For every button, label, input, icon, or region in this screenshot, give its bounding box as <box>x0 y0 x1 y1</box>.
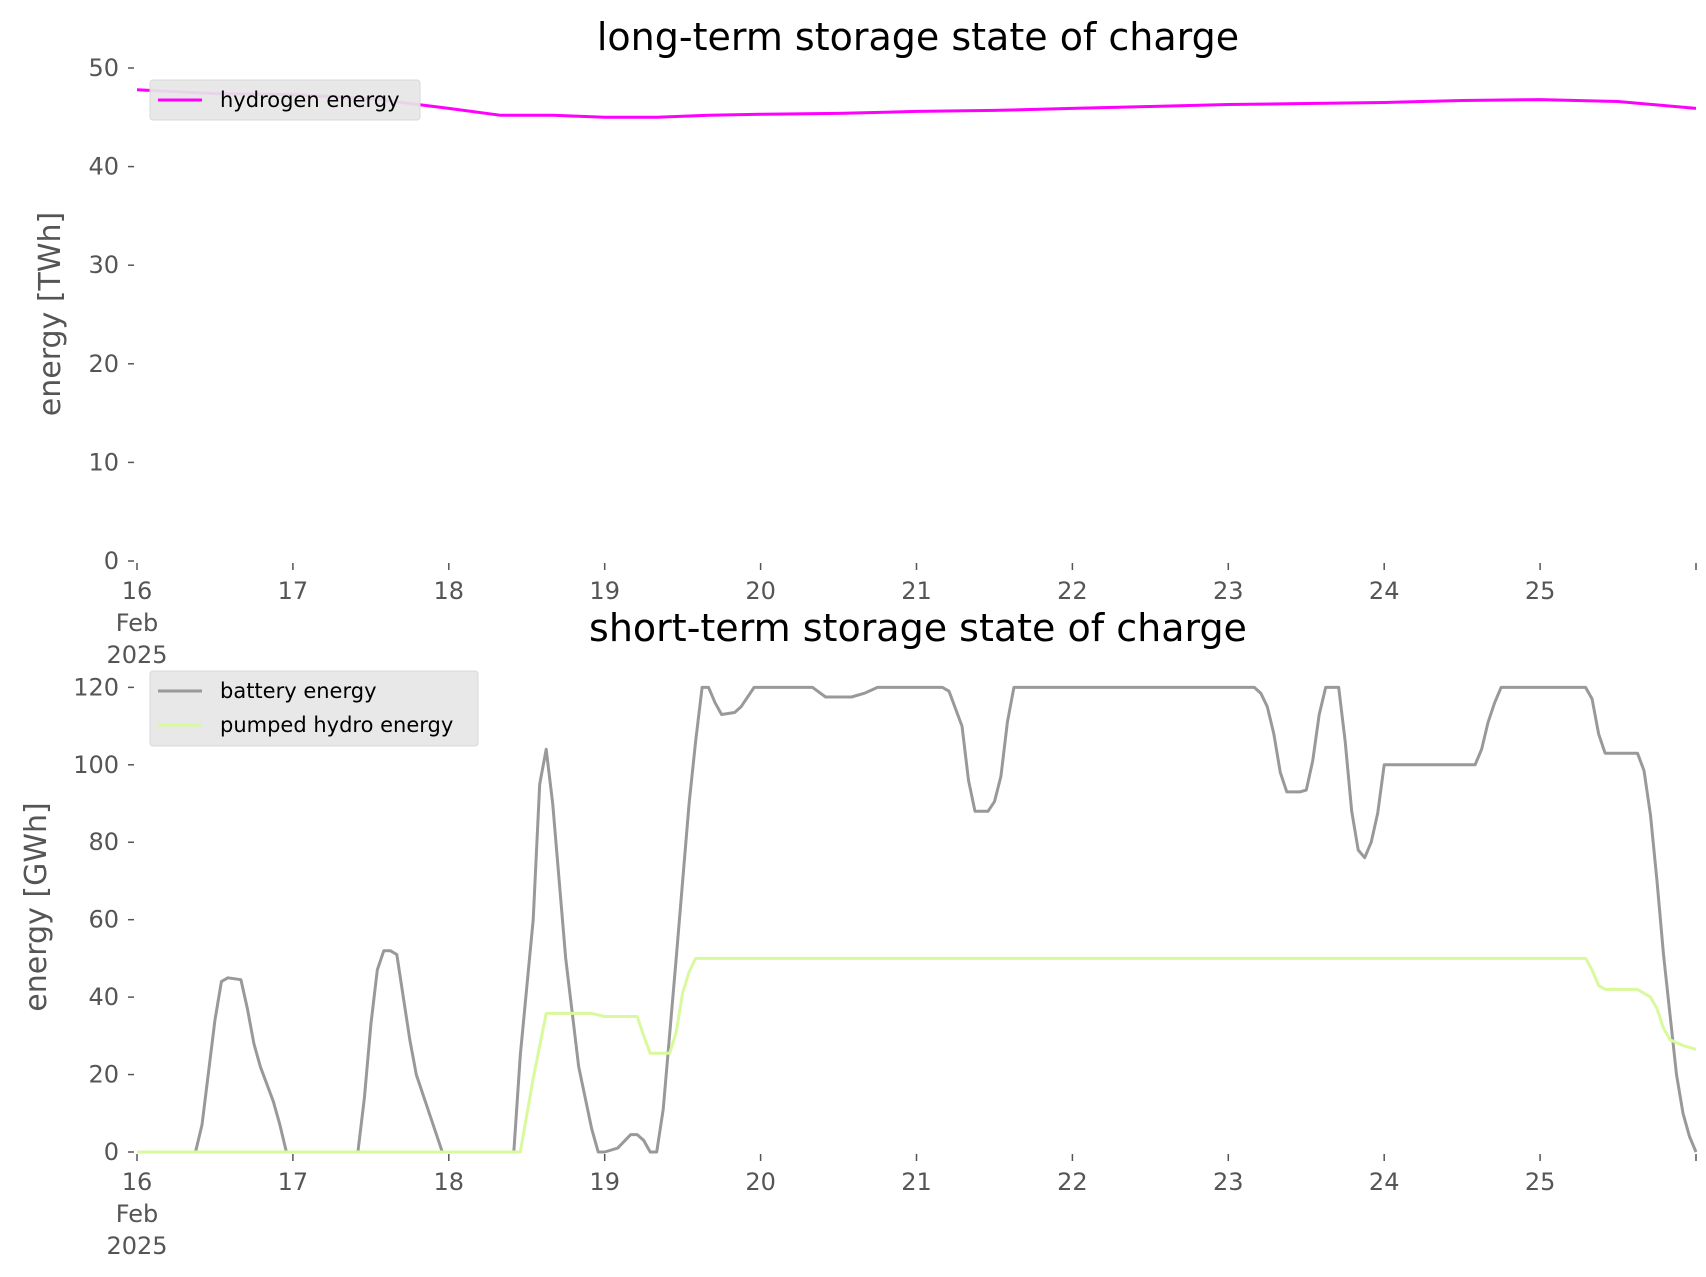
legend-box <box>149 79 421 121</box>
x-tick-label: 16 <box>122 1168 153 1196</box>
y-tick-label: 60 <box>88 906 119 934</box>
x-tick-label: 23 <box>1213 1168 1244 1196</box>
legend-label: battery energy <box>220 679 377 703</box>
y-tick-label: 40 <box>88 983 119 1011</box>
long-term-storage-chart: long-term storage state of charge energy… <box>33 15 1697 669</box>
y-axis-label: energy [GWh] <box>19 802 54 1011</box>
x-tick-label: 20 <box>745 577 776 605</box>
short-term-storage-chart: short-term storage state of charge energ… <box>19 606 1698 1260</box>
y-tick-label: 80 <box>88 828 119 856</box>
x-tick-label: 19 <box>589 577 620 605</box>
legend-box <box>149 670 479 747</box>
x-tick-label: 19 <box>589 1168 620 1196</box>
y-tick-label: 10 <box>88 448 119 476</box>
y-axis-label: energy [TWh] <box>33 212 68 416</box>
x-tick-label: 25 <box>1525 1168 1556 1196</box>
x-tick-year-label: 2025 <box>106 641 167 669</box>
series-line-0 <box>137 685 1698 1154</box>
y-tick-label: 40 <box>88 153 119 181</box>
y-tick-label: 20 <box>88 350 119 378</box>
x-tick-month-label: Feb <box>116 1200 159 1228</box>
x-tick-label: 16 <box>122 577 153 605</box>
x-tick-month-label: Feb <box>116 609 159 637</box>
x-tick-label: 23 <box>1213 577 1244 605</box>
x-tick-label: 21 <box>901 1168 932 1196</box>
x-tick-label: 17 <box>278 577 309 605</box>
x-tick-label: 20 <box>745 1168 776 1196</box>
series-line-1 <box>137 956 1697 1154</box>
series-line-0 <box>136 88 1697 119</box>
legend-label: pumped hydro energy <box>220 713 453 737</box>
x-tick-label: 18 <box>434 577 465 605</box>
chart-title: long-term storage state of charge <box>597 15 1239 59</box>
x-tick-label: 22 <box>1057 577 1088 605</box>
x-tick-label: 24 <box>1369 577 1400 605</box>
x-tick-label: 22 <box>1057 1168 1088 1196</box>
y-tick-label: 50 <box>88 54 119 82</box>
y-tick-label: 30 <box>88 251 119 279</box>
x-tick-label: 17 <box>278 1168 309 1196</box>
legend: hydrogen energy <box>149 79 421 121</box>
y-tick-label: 100 <box>73 751 119 779</box>
x-tick-label: 18 <box>434 1168 465 1196</box>
y-tick-label: 0 <box>104 547 119 575</box>
y-tick-label: 120 <box>73 673 119 701</box>
chart-title: short-term storage state of charge <box>589 606 1247 650</box>
y-tick-label: 0 <box>104 1138 119 1166</box>
x-tick-year-label: 2025 <box>106 1232 167 1260</box>
legend-label: hydrogen energy <box>220 88 400 112</box>
y-tick-label: 20 <box>88 1061 119 1089</box>
x-tick-label: 24 <box>1369 1168 1400 1196</box>
x-tick-label: 21 <box>901 577 932 605</box>
x-tick-label: 25 <box>1525 577 1556 605</box>
legend: battery energy pumped hydro energy <box>149 670 479 747</box>
